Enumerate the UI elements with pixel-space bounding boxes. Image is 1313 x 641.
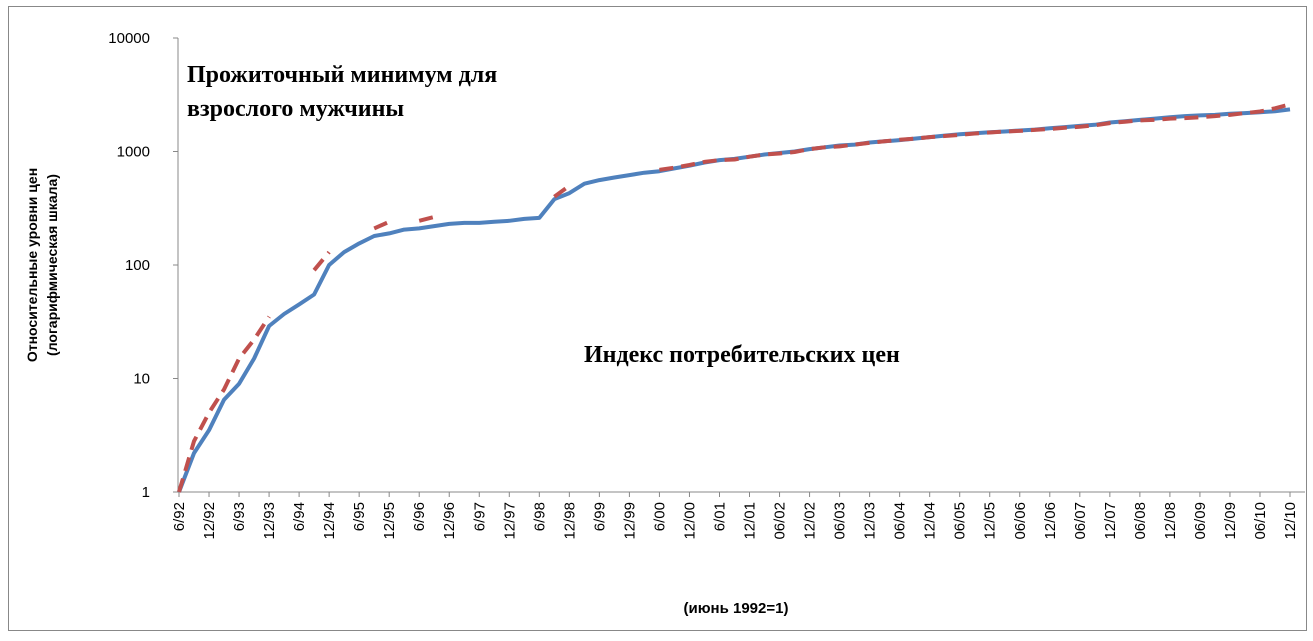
x-tick-label: 06/07	[1072, 502, 1089, 540]
x-tick-label: 06/09	[1192, 502, 1209, 540]
x-tick-label: 6/96	[411, 502, 428, 531]
x-tick-label: 12/93	[261, 502, 278, 540]
x-tick-label: 6/97	[471, 502, 488, 531]
x-tick-label: 6/95	[351, 502, 368, 531]
x-tick-label: 6/01	[711, 502, 728, 531]
y-tick-label: 10000	[108, 30, 150, 47]
x-tick-label: 12/92	[201, 502, 218, 540]
x-tick-label: 06/05	[952, 502, 969, 540]
x-tick-label: 12/06	[1042, 502, 1059, 540]
x-tick-label: 12/94	[321, 502, 338, 540]
x-tick-label: 12/97	[501, 502, 518, 540]
x-tick-label: 06/10	[1252, 502, 1269, 540]
x-tick-label: 06/08	[1132, 502, 1149, 540]
x-tick-label: 12/95	[381, 502, 398, 540]
annotation: Индекс потребительских цен	[584, 342, 900, 368]
x-tick-label: 12/02	[802, 502, 819, 540]
x-tick-label: 12/05	[982, 502, 999, 540]
x-tick-label: 12/03	[862, 502, 879, 540]
y-tick-label: 100	[125, 257, 150, 274]
x-tick-label: 06/04	[892, 502, 909, 540]
x-tick-label: 6/00	[651, 502, 668, 531]
x-tick-label: 12/99	[621, 502, 638, 540]
x-tick-label: 06/03	[832, 502, 849, 540]
x-tick-label: 12/98	[561, 502, 578, 540]
y-axis-label: (логарифмическая шкала)	[44, 174, 60, 356]
x-tick-label: 12/96	[441, 502, 458, 540]
x-tick-label: 6/99	[591, 502, 608, 531]
x-tick-label: 12/01	[742, 502, 759, 540]
x-tick-label: 12/07	[1102, 502, 1119, 540]
x-tick-label: 12/04	[922, 502, 939, 540]
x-tick-label: 6/93	[231, 502, 248, 531]
y-tick-label: 1	[142, 484, 150, 501]
x-tick-label: 12/10	[1282, 502, 1299, 540]
annotation: Прожиточный минимум для	[187, 62, 497, 88]
x-tick-label: 6/92	[171, 502, 188, 531]
x-tick-label: 12/00	[681, 502, 698, 540]
y-tick-label: 1000	[117, 144, 150, 161]
chart-frame	[8, 6, 1307, 631]
series-line	[177, 102, 1291, 493]
x-axis-label: (июнь 1992=1)	[684, 600, 789, 617]
x-tick-label: 6/98	[531, 502, 548, 531]
x-tick-label: 12/08	[1162, 502, 1179, 540]
x-tick-label: 06/06	[1012, 502, 1029, 540]
x-tick-label: 06/02	[772, 502, 789, 540]
x-tick-label: 6/94	[291, 502, 308, 531]
annotation: взрослого мужчины	[187, 96, 404, 122]
y-axis-label: Относительные уровни цен	[24, 168, 40, 362]
y-tick-label: 10	[133, 371, 150, 388]
x-tick-label: 12/09	[1222, 502, 1239, 540]
